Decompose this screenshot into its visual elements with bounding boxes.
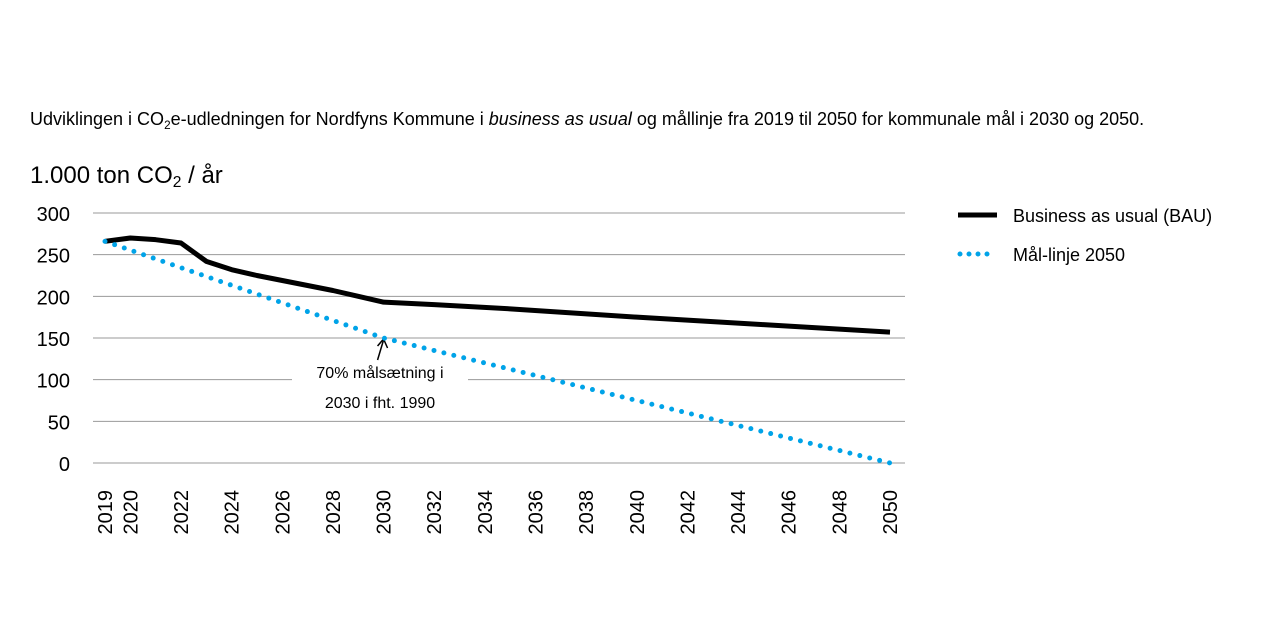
x-tick-label: 2026 bbox=[272, 490, 294, 535]
x-tick-label: 2036 bbox=[525, 490, 547, 535]
x-tick-label: 2048 bbox=[829, 490, 851, 535]
y-tick-label: 250 bbox=[37, 246, 70, 268]
x-tick-label: 2024 bbox=[222, 490, 244, 535]
title-text: og mållinje fra 2019 til 2050 for kommun… bbox=[631, 109, 1145, 129]
x-tick-label: 2028 bbox=[323, 490, 345, 535]
x-tick-label: 2044 bbox=[728, 490, 750, 535]
y-tick-label: 50 bbox=[48, 412, 70, 434]
x-tick-label: 2042 bbox=[677, 490, 699, 535]
y-axis-label: 1.000 ton CO2 / år bbox=[30, 162, 223, 192]
title-italic: business as usual bbox=[488, 109, 632, 129]
x-tick-label: 2046 bbox=[779, 490, 801, 535]
legend-label: Mål-linje 2050 bbox=[1013, 245, 1125, 265]
y-tick-label: 300 bbox=[37, 204, 70, 226]
x-tick-label: 2034 bbox=[475, 490, 497, 535]
series-line-0 bbox=[104, 235, 891, 335]
x-tick-label: 2020 bbox=[120, 490, 142, 535]
legend-label: Business as usual (BAU) bbox=[1013, 206, 1212, 226]
annotation-text: 70% målsætning i bbox=[316, 364, 443, 382]
annotation-text: 2030 i fht. 1990 bbox=[325, 395, 435, 412]
x-tick-label: 2030 bbox=[374, 490, 396, 535]
x-tick-label: 2019 bbox=[95, 490, 117, 535]
title-text: e-udledningen for Nordfyns Kommune i bbox=[170, 109, 489, 129]
y-tick-label: 100 bbox=[37, 371, 70, 393]
title-subscript: 2 bbox=[164, 119, 171, 132]
ylabel-subscript: 2 bbox=[172, 174, 182, 191]
annotation-background bbox=[292, 358, 468, 418]
annotation-arrow bbox=[376, 339, 385, 361]
x-tick-label: 2038 bbox=[576, 490, 598, 535]
x-tick-label: 2032 bbox=[424, 490, 446, 535]
x-tick-label: 2040 bbox=[627, 490, 649, 535]
title-text: Udviklingen i CO bbox=[30, 109, 165, 129]
x-tick-label: 2022 bbox=[171, 490, 193, 535]
y-tick-label: 200 bbox=[37, 287, 70, 309]
y-tick-label: 150 bbox=[37, 329, 70, 351]
ylabel-text: 1.000 ton CO bbox=[30, 162, 173, 189]
series-line-1 bbox=[102, 238, 893, 466]
ylabel-text: / år bbox=[181, 162, 223, 189]
x-tick-label: 2050 bbox=[880, 490, 902, 535]
chart-title: Udviklingen i CO2e-udledningen for Nordf… bbox=[30, 109, 1144, 132]
y-tick-label: 0 bbox=[59, 454, 70, 476]
